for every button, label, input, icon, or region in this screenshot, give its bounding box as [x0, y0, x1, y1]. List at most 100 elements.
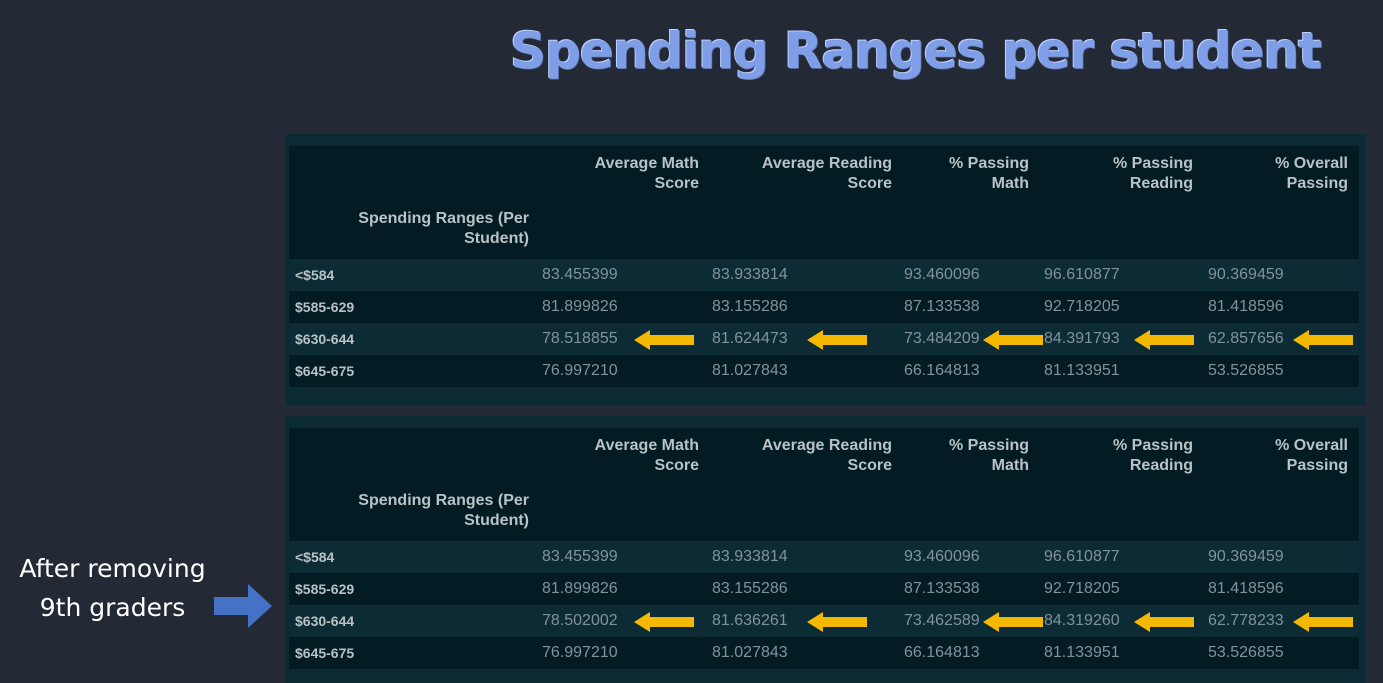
row-label: $630-644	[295, 331, 355, 347]
arrow-left-icon	[1134, 330, 1194, 350]
arrow-left-icon	[807, 612, 867, 632]
annotation-line-1: After removing	[19, 554, 206, 583]
table-cell: 62.857656	[1208, 330, 1284, 347]
row-label: $630-644	[295, 613, 355, 629]
table-cell: 53.526855	[1208, 644, 1284, 661]
column-header-line: % Overall	[1275, 437, 1348, 454]
table-cell: 73.484209	[904, 330, 980, 347]
table-row: $585-629 81.899826 83.155286 87.133538 92.71…	[289, 573, 1359, 605]
table-cell: 66.164813	[904, 362, 980, 379]
column-header-line: Average Math	[594, 155, 699, 172]
column-header: % Overall Passing	[1275, 436, 1348, 476]
table-cell: 78.518855	[542, 330, 618, 347]
column-header: Average Math Score	[595, 154, 699, 194]
column-header-line: % Passing	[948, 437, 1029, 454]
index-header-line: Spending Ranges (Per	[358, 492, 529, 509]
index-header-line: Student)	[464, 512, 529, 529]
column-header-line: Reading	[1129, 457, 1193, 474]
column-header-line: Average Reading	[761, 155, 892, 172]
table-cell: 62.778233	[1208, 612, 1284, 629]
table-cell: 96.610877	[1044, 548, 1120, 565]
column-header: Average Math Score	[595, 436, 699, 476]
column-header: Average Reading Score	[762, 154, 892, 194]
table-cell: 73.462589	[904, 612, 980, 629]
table-panel-after-removal: Average Math Score Average Reading Score % P…	[286, 416, 1366, 683]
arrow-left-icon	[1134, 612, 1194, 632]
table-cell: 81.418596	[1208, 298, 1284, 315]
annotation-note: After removing 9th graders	[0, 549, 225, 627]
column-header-line: Score	[654, 457, 699, 474]
arrow-right-icon	[214, 584, 272, 628]
table-cell: 83.455399	[542, 548, 618, 565]
column-header-line: Average Reading	[761, 437, 892, 454]
table-cell: 81.027843	[712, 362, 788, 379]
column-header: % Overall Passing	[1275, 154, 1348, 194]
column-header-line: Passing	[1286, 457, 1348, 474]
data-table: Average Math Score Average Reading Score % P…	[289, 428, 1359, 669]
row-label: <$584	[295, 267, 335, 283]
column-header: % Passing Reading	[1113, 154, 1193, 194]
index-header-line: Spending Ranges (Per	[358, 210, 529, 227]
table-row: $585-629 81.899826 83.155286 87.133538 92.71…	[289, 291, 1359, 323]
row-label: <$584	[295, 549, 335, 565]
arrow-left-icon	[634, 612, 694, 632]
arrow-left-icon	[634, 330, 694, 350]
page-title: Spending Ranges per student	[510, 22, 1322, 80]
table-cell: 93.460096	[904, 548, 980, 565]
annotation-line-2: 9th graders	[39, 593, 186, 622]
column-header-line: Score	[847, 175, 892, 192]
table-cell: 83.933814	[712, 266, 788, 283]
table-cell: 92.718205	[1044, 580, 1120, 597]
column-header-line: % Overall	[1275, 155, 1348, 172]
table-cell: 81.418596	[1208, 580, 1284, 597]
index-header-line: Student)	[464, 230, 529, 247]
arrow-left-icon	[1293, 330, 1353, 350]
table-row: <$584 83.455399 83.933814 93.460096 96.61087…	[289, 259, 1359, 291]
table-cell: 87.133538	[904, 580, 980, 597]
table-cell: 90.369459	[1208, 266, 1284, 283]
column-header: % Passing Reading	[1113, 436, 1193, 476]
table-cell: 81.133951	[1044, 362, 1120, 379]
table-cell: 81.899826	[542, 298, 618, 315]
arrow-left-icon	[983, 330, 1043, 350]
table-cell: 83.455399	[542, 266, 618, 283]
table-cell: 81.133951	[1044, 644, 1120, 661]
table-cell: 53.526855	[1208, 362, 1284, 379]
table-cell: 84.319260	[1044, 612, 1120, 629]
index-header: Spending Ranges (Per Student)	[289, 209, 529, 249]
table-cell: 78.502002	[542, 612, 618, 629]
column-header-line: % Passing	[948, 155, 1029, 172]
table-row: $645-675 76.997210 81.027843 66.164813 81.13…	[289, 637, 1359, 669]
column-header: Average Reading Score	[762, 436, 892, 476]
table-cell: 93.460096	[904, 266, 980, 283]
column-header-line: Math	[991, 175, 1029, 192]
index-header: Spending Ranges (Per Student)	[289, 491, 529, 531]
column-header: % Passing Math	[949, 436, 1029, 476]
column-header: % Passing Math	[949, 154, 1029, 194]
table-cell: 87.133538	[904, 298, 980, 315]
table-cell: 81.027843	[712, 644, 788, 661]
column-header-line: Math	[991, 457, 1029, 474]
table-cell: 96.610877	[1044, 266, 1120, 283]
arrow-left-icon	[807, 330, 867, 350]
table-panel-original: Average Math Score Average Reading Score % P…	[286, 134, 1366, 405]
column-header-line: Passing	[1286, 175, 1348, 192]
column-header-line: Score	[654, 175, 699, 192]
table-cell: 83.155286	[712, 580, 788, 597]
row-label: $645-675	[295, 363, 355, 379]
table-cell: 92.718205	[1044, 298, 1120, 315]
table-cell: 90.369459	[1208, 548, 1284, 565]
table-row: <$584 83.455399 83.933814 93.460096 96.61087…	[289, 541, 1359, 573]
table-cell: 76.997210	[542, 362, 618, 379]
row-label: $645-675	[295, 645, 355, 661]
table-row: $645-675 76.997210 81.027843 66.164813 81.13…	[289, 355, 1359, 387]
arrow-left-icon	[1293, 612, 1353, 632]
column-header-line: Average Math	[594, 437, 699, 454]
column-header-line: Score	[847, 457, 892, 474]
table-cell: 83.933814	[712, 548, 788, 565]
table-cell: 76.997210	[542, 644, 618, 661]
table-row: $630-644 78.502002 81.636261 73.462589 84.31…	[289, 605, 1359, 637]
table-cell: 66.164813	[904, 644, 980, 661]
table-cell: 84.391793	[1044, 330, 1120, 347]
row-label: $585-629	[295, 299, 355, 315]
